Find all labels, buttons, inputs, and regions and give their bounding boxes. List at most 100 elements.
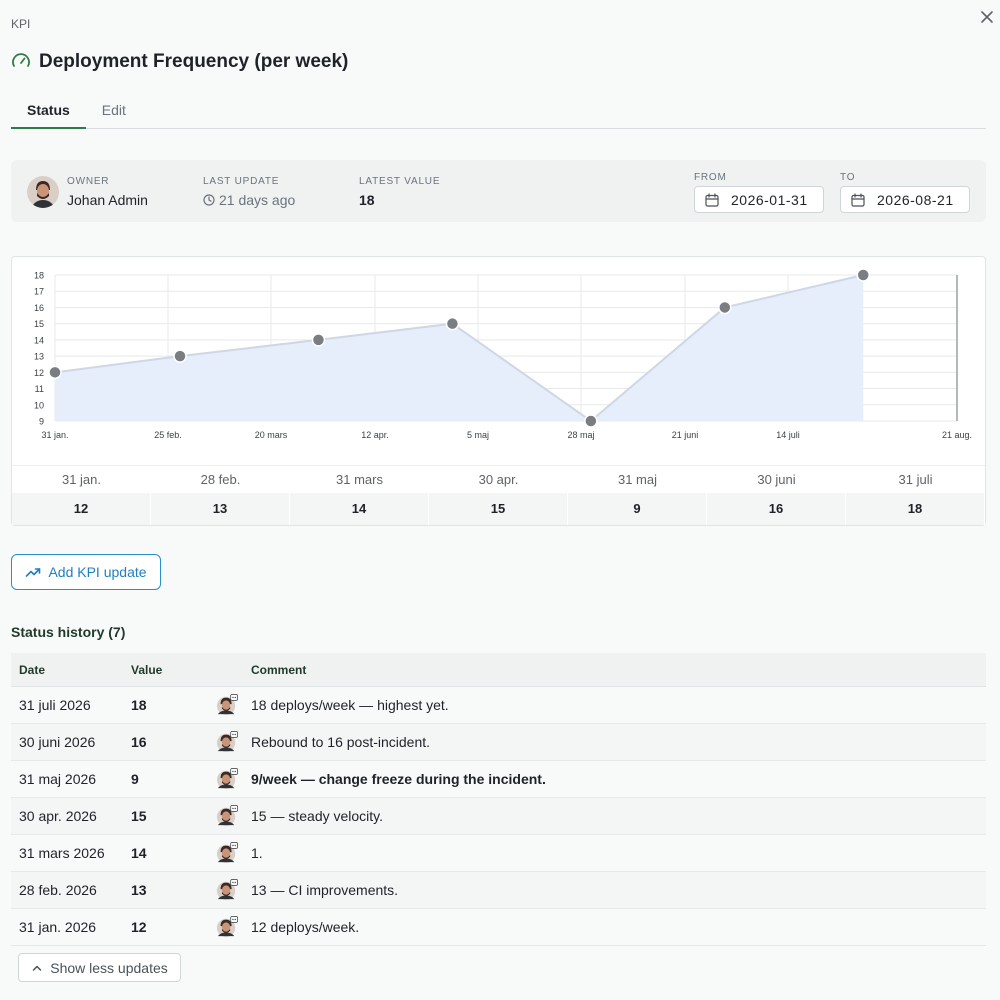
series-area <box>55 275 864 421</box>
data-point <box>311 333 326 347</box>
table-header: Date Value Comment <box>11 653 986 687</box>
from-date-field[interactable]: 2026-01-31 <box>694 186 824 213</box>
row-comment: 12 deploys/week. <box>251 919 360 935</box>
gauge-icon <box>12 53 30 67</box>
data-point <box>173 349 187 363</box>
tab-bar: Status Edit <box>11 95 986 129</box>
add-kpi-update-button[interactable]: Add KPI update <box>11 554 161 590</box>
avatar-icon <box>216 879 238 901</box>
close-icon[interactable] <box>978 8 996 26</box>
row-author <box>203 842 251 864</box>
calendar-icon <box>705 192 719 207</box>
tab-edit[interactable]: Edit <box>101 102 126 118</box>
data-point <box>856 268 870 282</box>
trending-up-icon <box>26 568 41 577</box>
summary-date: 31 juli <box>898 472 933 487</box>
show-less-label: Show less updates <box>50 959 168 976</box>
row-comment: 15 — steady velocity. <box>251 808 384 824</box>
owner-label: OWNER <box>67 176 110 187</box>
kpi-chart: 9 10 11 12 13 14 15 16 17 18 31 jan. 25 feb. 20 mars… <box>34 268 972 440</box>
summary-value: 18 <box>846 493 985 525</box>
status-history-title: Status history (7) <box>11 624 126 640</box>
last-update-text: 21 days ago <box>219 192 296 208</box>
table-row: 30 apr. 2026 15 15 — steady velocity. <box>11 798 986 835</box>
y-tick-label: 14 <box>34 335 44 345</box>
summary-values: 12 13 14 15 9 16 18 <box>12 493 985 525</box>
avatar-icon <box>216 805 238 827</box>
row-value: 12 <box>131 919 147 935</box>
y-tick-label: 12 <box>34 368 44 378</box>
x-tick-label: 21 aug. <box>942 430 972 440</box>
column-comment: Comment <box>251 662 307 677</box>
row-value: 18 <box>131 697 147 713</box>
table-row: 31 juli 2026 18 18 deploys/week — highest … <box>11 687 986 724</box>
row-date: 28 feb. 2026 <box>19 882 97 898</box>
data-point <box>718 300 732 315</box>
row-comment: 1. <box>251 845 263 861</box>
y-tick-label: 10 <box>34 400 44 410</box>
summary-value: 12 <box>12 493 151 525</box>
avatar-icon <box>216 731 238 753</box>
avatar-icon <box>216 842 238 864</box>
table-row: 28 feb. 2026 13 13 — CI improvements. <box>11 872 986 909</box>
last-update-label: LAST UPDATE <box>203 176 280 187</box>
kpi-chart-card: 9 10 11 12 13 14 15 16 17 18 31 jan. 25 feb. 20 mars… <box>11 256 986 526</box>
row-date: 31 maj 2026 <box>19 771 97 787</box>
row-value: 13 <box>131 882 147 898</box>
summary-dates: 31 jan. 28 feb. 31 mars 30 apr. 31 maj 30 jun… <box>12 465 985 493</box>
row-date: 30 juni 2026 <box>19 734 96 750</box>
avatar-icon <box>216 916 238 938</box>
x-tick-label: 31 jan. <box>41 430 68 440</box>
x-tick-label: 28 maj <box>567 430 594 440</box>
summary-value: 14 <box>290 493 429 525</box>
from-label: FROM <box>694 172 727 183</box>
add-kpi-update-label: Add KPI update <box>48 564 147 580</box>
chevron-up-icon <box>32 965 42 971</box>
row-date: 31 mars 2026 <box>19 845 105 861</box>
summary-value: 16 <box>707 493 846 525</box>
tab-status[interactable]: Status <box>11 95 86 129</box>
summary-value: 13 <box>151 493 290 525</box>
x-tick-label: 5 maj <box>467 430 489 440</box>
latest-value: 18 <box>359 192 375 208</box>
y-tick-label: 17 <box>34 287 44 297</box>
table-row: 31 mars 2026 14 1. <box>11 835 986 872</box>
row-author <box>203 731 251 753</box>
row-value: 14 <box>131 845 147 861</box>
row-comment: 9/week — change freeze during the incide… <box>251 771 546 787</box>
row-author <box>203 879 251 901</box>
calendar-icon <box>851 192 865 207</box>
row-date: 31 jan. 2026 <box>19 919 97 935</box>
x-tick-label: 12 apr. <box>361 430 389 440</box>
to-date-field[interactable]: 2026-08-21 <box>840 186 970 213</box>
to-label: TO <box>840 172 856 183</box>
x-tick-label: 25 feb. <box>154 430 182 440</box>
table-row: 31 maj 2026 9 9/week — change freeze durin… <box>11 761 986 798</box>
row-value: 9 <box>131 771 139 787</box>
from-date-value: 2026-01-31 <box>731 191 808 208</box>
row-author <box>203 805 251 827</box>
y-tick-label: 16 <box>34 303 44 313</box>
y-tick-label: 13 <box>34 352 44 362</box>
page-title: Deployment Frequency (per week) <box>39 51 349 72</box>
row-date: 30 apr. 2026 <box>19 808 97 824</box>
table-row: 30 juni 2026 16 Rebound to 16 post-inciden… <box>11 724 986 761</box>
summary-date: 30 juni <box>757 472 796 487</box>
summary-date: 31 mars <box>336 472 383 487</box>
data-point <box>584 414 598 428</box>
to-date-value: 2026-08-21 <box>877 191 954 208</box>
data-point <box>445 316 460 331</box>
y-tick-label: 18 <box>34 271 44 281</box>
last-update-value: 21 days ago <box>203 192 295 208</box>
summary-value: 9 <box>568 493 707 525</box>
avatar-icon <box>216 694 238 716</box>
summary-date: 31 maj <box>617 472 658 487</box>
row-author <box>203 694 251 716</box>
row-comment: 13 — CI improvements. <box>251 882 399 898</box>
y-tick-label: 15 <box>34 319 44 329</box>
row-author <box>203 768 251 790</box>
column-date: Date <box>19 662 46 677</box>
latest-value-label: LATEST VALUE <box>359 176 441 187</box>
show-less-button[interactable]: Show less updates <box>18 953 181 982</box>
row-comment: Rebound to 16 post-incident. <box>251 734 431 750</box>
